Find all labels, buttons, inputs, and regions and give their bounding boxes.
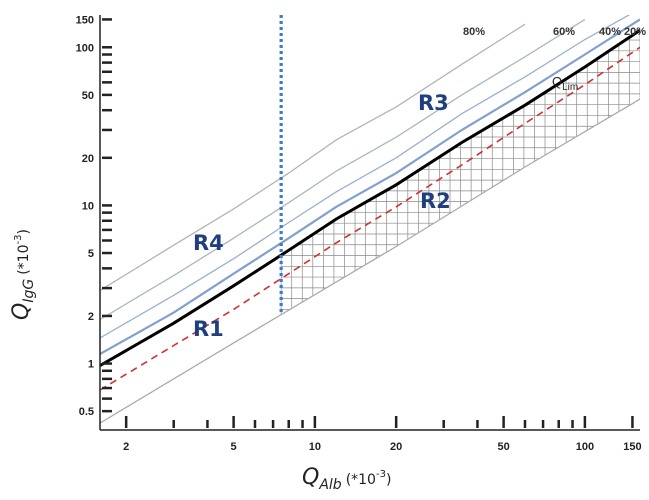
y-axis-title-exp: -3 <box>13 235 24 245</box>
x-tick-label: 2 <box>123 441 129 453</box>
x-tick-label: 50 <box>497 441 509 453</box>
line-label-60: 60% <box>553 26 575 38</box>
series-line-q-lim <box>100 29 640 367</box>
x-axis-title-close: ) <box>386 472 391 488</box>
labels: 80% 60% 40% 20% QLim R1 R2 R3 R4 QIgG(*1… <box>9 26 646 493</box>
y-axis-title-sub: IgG <box>21 279 37 303</box>
x-tick-label: 10 <box>309 441 321 453</box>
y-axis-title: QIgG (*10-3) <box>9 229 37 320</box>
region-label-r4: R4 <box>193 231 224 255</box>
x-tick-label: 20 <box>390 441 402 453</box>
y-axis-title-main: Q <box>9 303 34 320</box>
y-axis-title-close: ) <box>16 229 32 234</box>
y-tick-label: 2 <box>88 311 94 323</box>
x-axis-title-unit: (*10 <box>346 472 376 488</box>
region-label-r1: R1 <box>193 317 224 341</box>
x-tick-label: 150 <box>623 441 641 453</box>
x-axis-title-sub: Alb <box>318 477 341 493</box>
series-line-lower <box>100 98 640 424</box>
y-tick-label: 20 <box>82 153 94 165</box>
line-label-40: 40% <box>599 26 621 38</box>
x-axis-title: QAlb (*10-3) <box>302 465 391 493</box>
series-line-40pct <box>100 15 631 339</box>
y-tick-label: 150 <box>76 14 94 26</box>
tick-marks: 2 5 10 20 50 100 150 0.5 1 2 5 10 20 50 100 150 <box>76 14 642 453</box>
series-line-60pct <box>100 18 586 321</box>
line-label-20: 20% <box>624 26 646 38</box>
series-line-80pct <box>100 23 526 291</box>
series-lines <box>100 15 640 424</box>
x-axis-title-exp: -3 <box>376 469 386 480</box>
region-label-r2: R2 <box>420 189 451 213</box>
line-label-80: 80% <box>463 26 485 38</box>
y-tick-label: 10 <box>82 200 94 212</box>
qlim-main: Q <box>552 74 562 89</box>
region-label-r3: R3 <box>418 91 449 115</box>
x-tick-label: 100 <box>576 441 594 453</box>
qlim-sub: Lim <box>562 82 578 93</box>
y-tick-label: 1 <box>88 359 94 371</box>
y-axis-title-unit: (*10 <box>16 245 32 275</box>
qlim-label: QLim <box>552 74 578 93</box>
y-tick-label: 50 <box>82 90 94 102</box>
hatched-region <box>280 30 640 315</box>
series-line-mean <box>100 46 640 391</box>
series-line-20pct <box>100 18 640 355</box>
x-tick-label: 5 <box>231 441 237 453</box>
x-axis-title-main: Q <box>302 465 319 490</box>
y-tick-label: 5 <box>88 248 94 260</box>
y-tick-label: 0.5 <box>79 406 94 418</box>
y-tick-label: 100 <box>76 42 94 54</box>
axes <box>99 15 640 431</box>
